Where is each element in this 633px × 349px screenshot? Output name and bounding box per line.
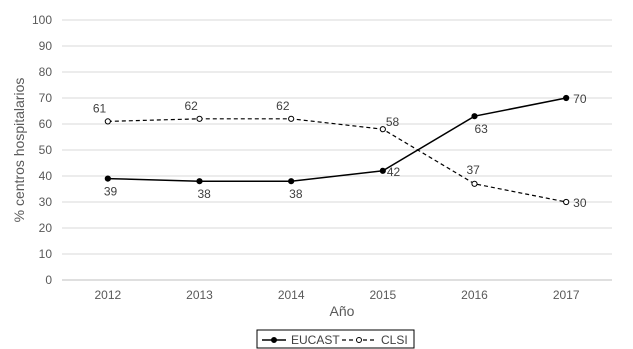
y-tick-label: 80 xyxy=(39,65,53,79)
series-line-eucast xyxy=(107,97,567,182)
legend-clsi-marker xyxy=(356,337,362,343)
x-tick-label: 2015 xyxy=(369,288,396,302)
y-tick-label: 60 xyxy=(39,117,53,131)
x-axis-ticks: 2012 2013 2014 2015 2016 2017 xyxy=(94,288,579,302)
gridlines xyxy=(62,19,612,281)
data-label-clsi: 30 xyxy=(573,196,587,210)
x-tick-label: 2012 xyxy=(94,288,121,302)
legend-eucast-label: EUCAST xyxy=(291,333,340,347)
data-label-eucast: 39 xyxy=(104,185,118,199)
y-tick-label: 30 xyxy=(39,195,53,209)
data-label-clsi: 62 xyxy=(276,99,290,113)
y-tick-label: 20 xyxy=(39,221,53,235)
x-tick-label: 2014 xyxy=(278,288,305,302)
legend-box xyxy=(256,329,415,349)
data-point-eucast xyxy=(196,178,203,185)
series-line-clsi xyxy=(107,118,567,203)
data-label-clsi: 62 xyxy=(185,99,199,113)
series-lines xyxy=(104,94,570,206)
data-point-clsi xyxy=(471,180,478,187)
data-label-eucast: 63 xyxy=(475,122,489,136)
y-tick-label: 90 xyxy=(39,39,53,53)
data-labels: 39 38 38 42 63 70 61 62 62 58 37 30 xyxy=(93,92,587,210)
data-point-eucast xyxy=(288,178,295,185)
y-tick-label: 50 xyxy=(39,143,53,157)
data-point-clsi xyxy=(379,126,386,133)
data-label-eucast: 38 xyxy=(289,187,303,201)
y-tick-label: 0 xyxy=(45,273,52,287)
data-label-eucast: 38 xyxy=(198,187,212,201)
data-label-clsi: 58 xyxy=(386,115,400,129)
data-label-clsi: 37 xyxy=(467,163,481,177)
data-point-eucast xyxy=(104,175,111,182)
data-label-eucast: 42 xyxy=(387,165,401,179)
x-tick-label: 2013 xyxy=(186,288,213,302)
x-tick-label: 2016 xyxy=(461,288,488,302)
y-axis-ticks: 0 10 20 30 40 50 60 70 80 90 100 xyxy=(32,13,52,287)
data-point-clsi xyxy=(563,198,570,206)
data-point-eucast xyxy=(563,94,570,102)
data-point-clsi xyxy=(196,115,203,122)
legend-clsi-label: CLSI xyxy=(381,333,408,347)
data-label-clsi: 61 xyxy=(93,101,107,115)
data-point-clsi xyxy=(104,118,111,125)
y-tick-label: 10 xyxy=(39,247,53,261)
data-point-eucast xyxy=(471,113,478,120)
legend-eucast-marker xyxy=(271,337,277,343)
y-tick-label: 70 xyxy=(39,91,53,105)
y-tick-label: 100 xyxy=(32,13,52,27)
x-tick-label: 2017 xyxy=(553,288,580,302)
y-tick-label: 40 xyxy=(39,169,53,183)
data-label-eucast: 70 xyxy=(573,92,587,106)
x-axis-title: Año xyxy=(330,303,355,319)
data-point-eucast xyxy=(379,167,386,174)
data-point-clsi xyxy=(288,115,295,122)
y-axis-title: % centros hospitalarios xyxy=(11,78,27,223)
legend: EUCAST CLSI xyxy=(256,329,415,349)
